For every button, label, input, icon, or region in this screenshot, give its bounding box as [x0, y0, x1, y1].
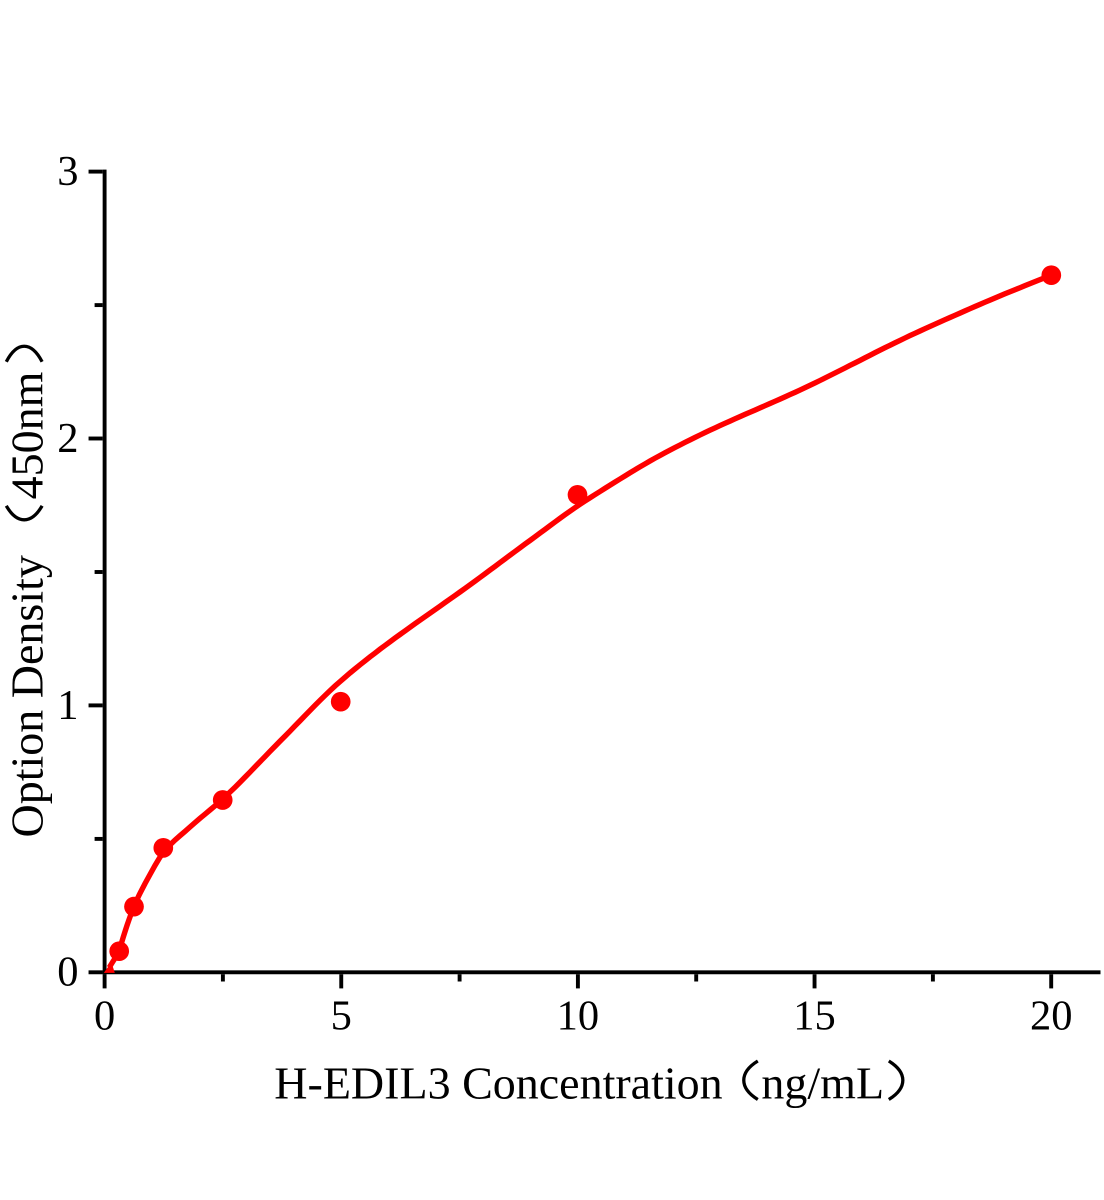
svg-text:20: 20 — [1030, 993, 1073, 1040]
svg-text:2: 2 — [57, 415, 78, 462]
svg-text:1: 1 — [57, 682, 78, 729]
svg-text:5: 5 — [331, 993, 352, 1040]
svg-text:10: 10 — [557, 993, 600, 1040]
svg-text:0: 0 — [57, 949, 78, 996]
svg-text:450nm: 450nm — [2, 371, 53, 499]
svg-text:15: 15 — [793, 993, 836, 1040]
svg-text:Option Density: Option Density — [2, 555, 53, 837]
svg-text:0: 0 — [94, 993, 115, 1040]
svg-text:H-EDIL3 Concentration: H-EDIL3 Concentration — [274, 1058, 722, 1109]
svg-text:ng/mL: ng/mL — [761, 1058, 884, 1109]
svg-text:3: 3 — [57, 148, 78, 195]
